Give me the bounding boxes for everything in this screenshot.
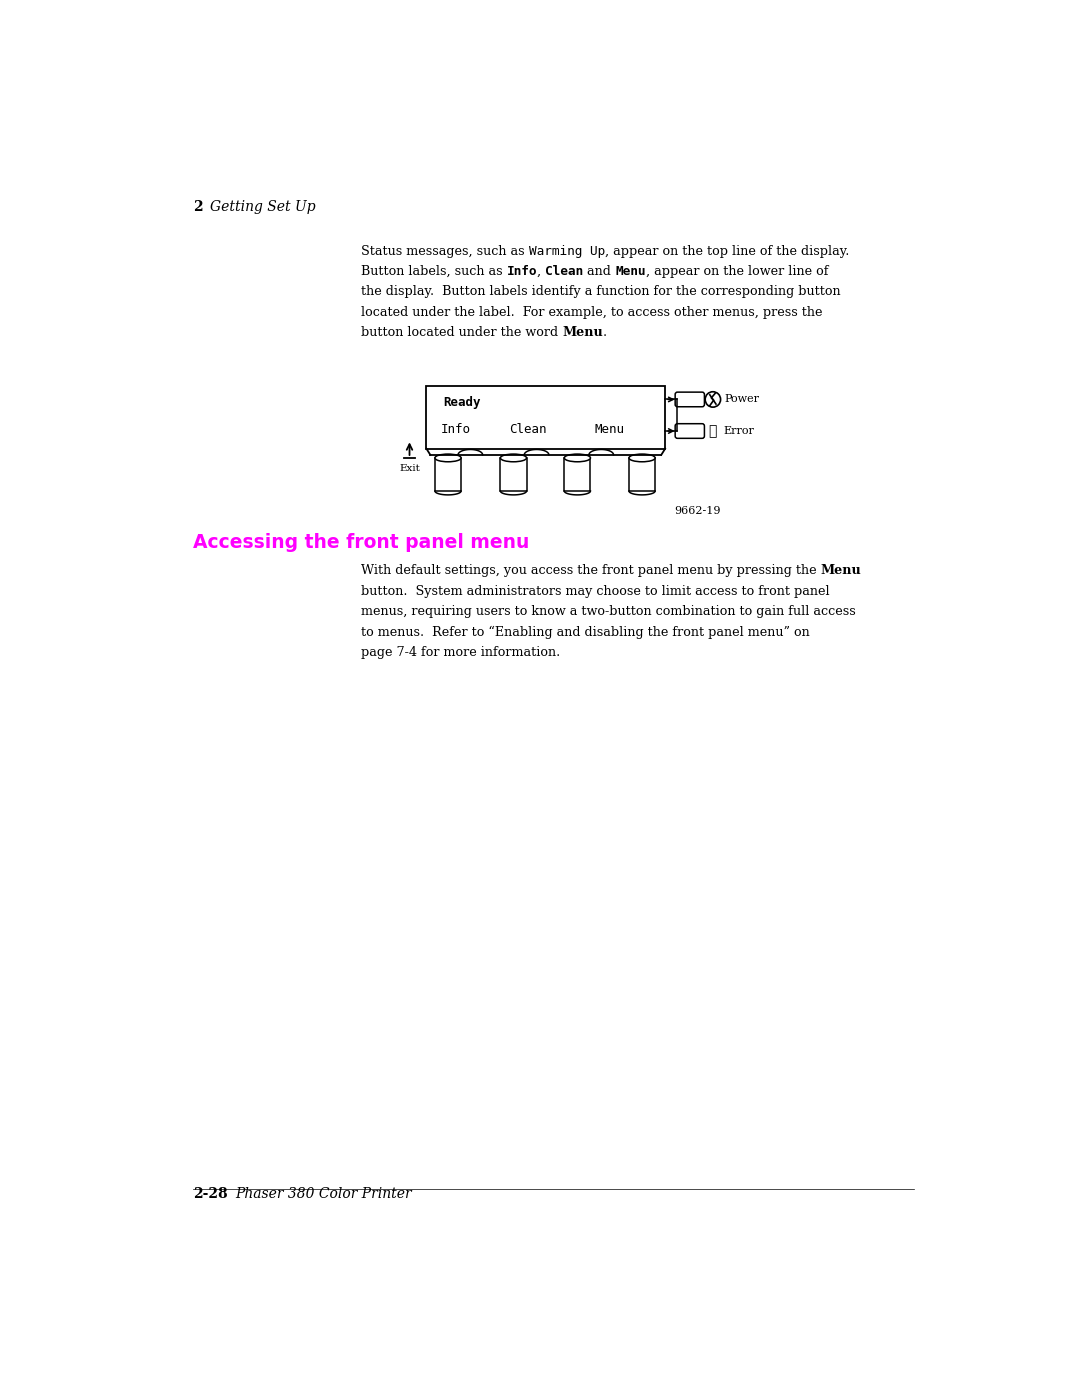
- Text: , appear on the top line of the display.: , appear on the top line of the display.: [605, 244, 849, 257]
- Bar: [500, 458, 527, 490]
- Text: Button labels, such as: Button labels, such as: [361, 265, 507, 278]
- Text: Menu: Menu: [616, 265, 646, 278]
- Text: and: and: [583, 265, 616, 278]
- Text: Status messages, such as: Status messages, such as: [361, 244, 528, 257]
- Text: 9662-19: 9662-19: [674, 507, 720, 517]
- Text: Menu: Menu: [562, 327, 603, 339]
- Ellipse shape: [564, 454, 591, 462]
- Text: , appear on the lower line of: , appear on the lower line of: [646, 265, 828, 278]
- Text: to menus.  Refer to “Enabling and disabling the front panel menu” on: to menus. Refer to “Enabling and disabli…: [361, 626, 810, 638]
- FancyBboxPatch shape: [675, 393, 704, 407]
- Text: Clean: Clean: [510, 423, 548, 436]
- Text: menus, requiring users to know a two-button combination to gain full access: menus, requiring users to know a two-but…: [361, 605, 855, 617]
- Text: ,: ,: [537, 265, 545, 278]
- Text: located under the label.  For example, to access other menus, press the: located under the label. For example, to…: [361, 306, 823, 319]
- Text: Getting Set Up: Getting Set Up: [211, 200, 315, 214]
- Text: Power: Power: [725, 394, 759, 405]
- Bar: [427, 386, 665, 448]
- Text: ✗: ✗: [708, 425, 717, 439]
- Text: .: .: [603, 327, 607, 339]
- Bar: [435, 458, 461, 490]
- Text: Warming Up: Warming Up: [528, 244, 605, 257]
- Ellipse shape: [629, 454, 656, 462]
- Text: Menu: Menu: [821, 564, 862, 577]
- Ellipse shape: [435, 454, 461, 462]
- Text: button.  System administrators may choose to limit access to front panel: button. System administrators may choose…: [361, 584, 829, 598]
- Ellipse shape: [500, 454, 527, 462]
- Text: Info: Info: [441, 423, 470, 436]
- Text: Phaser 380 Color Printer: Phaser 380 Color Printer: [235, 1187, 413, 1201]
- Text: Accessing the front panel menu: Accessing the front panel menu: [193, 534, 529, 552]
- Text: Ready: Ready: [444, 397, 481, 409]
- Bar: [564, 458, 591, 490]
- Text: Exit: Exit: [400, 464, 420, 474]
- Text: With default settings, you access the front panel menu by pressing the: With default settings, you access the fr…: [361, 564, 821, 577]
- Text: page 7-4 for more information.: page 7-4 for more information.: [361, 645, 561, 659]
- Text: button located under the word: button located under the word: [361, 327, 562, 339]
- Bar: [629, 458, 656, 490]
- Text: Clean: Clean: [545, 265, 583, 278]
- Text: Info: Info: [507, 265, 537, 278]
- Text: the display.  Button labels identify a function for the corresponding button: the display. Button labels identify a fu…: [361, 285, 840, 299]
- Text: 2-28: 2-28: [193, 1187, 228, 1201]
- Text: Error: Error: [724, 426, 755, 436]
- Text: 2: 2: [193, 200, 203, 214]
- Text: Menu: Menu: [594, 423, 624, 436]
- FancyBboxPatch shape: [675, 423, 704, 439]
